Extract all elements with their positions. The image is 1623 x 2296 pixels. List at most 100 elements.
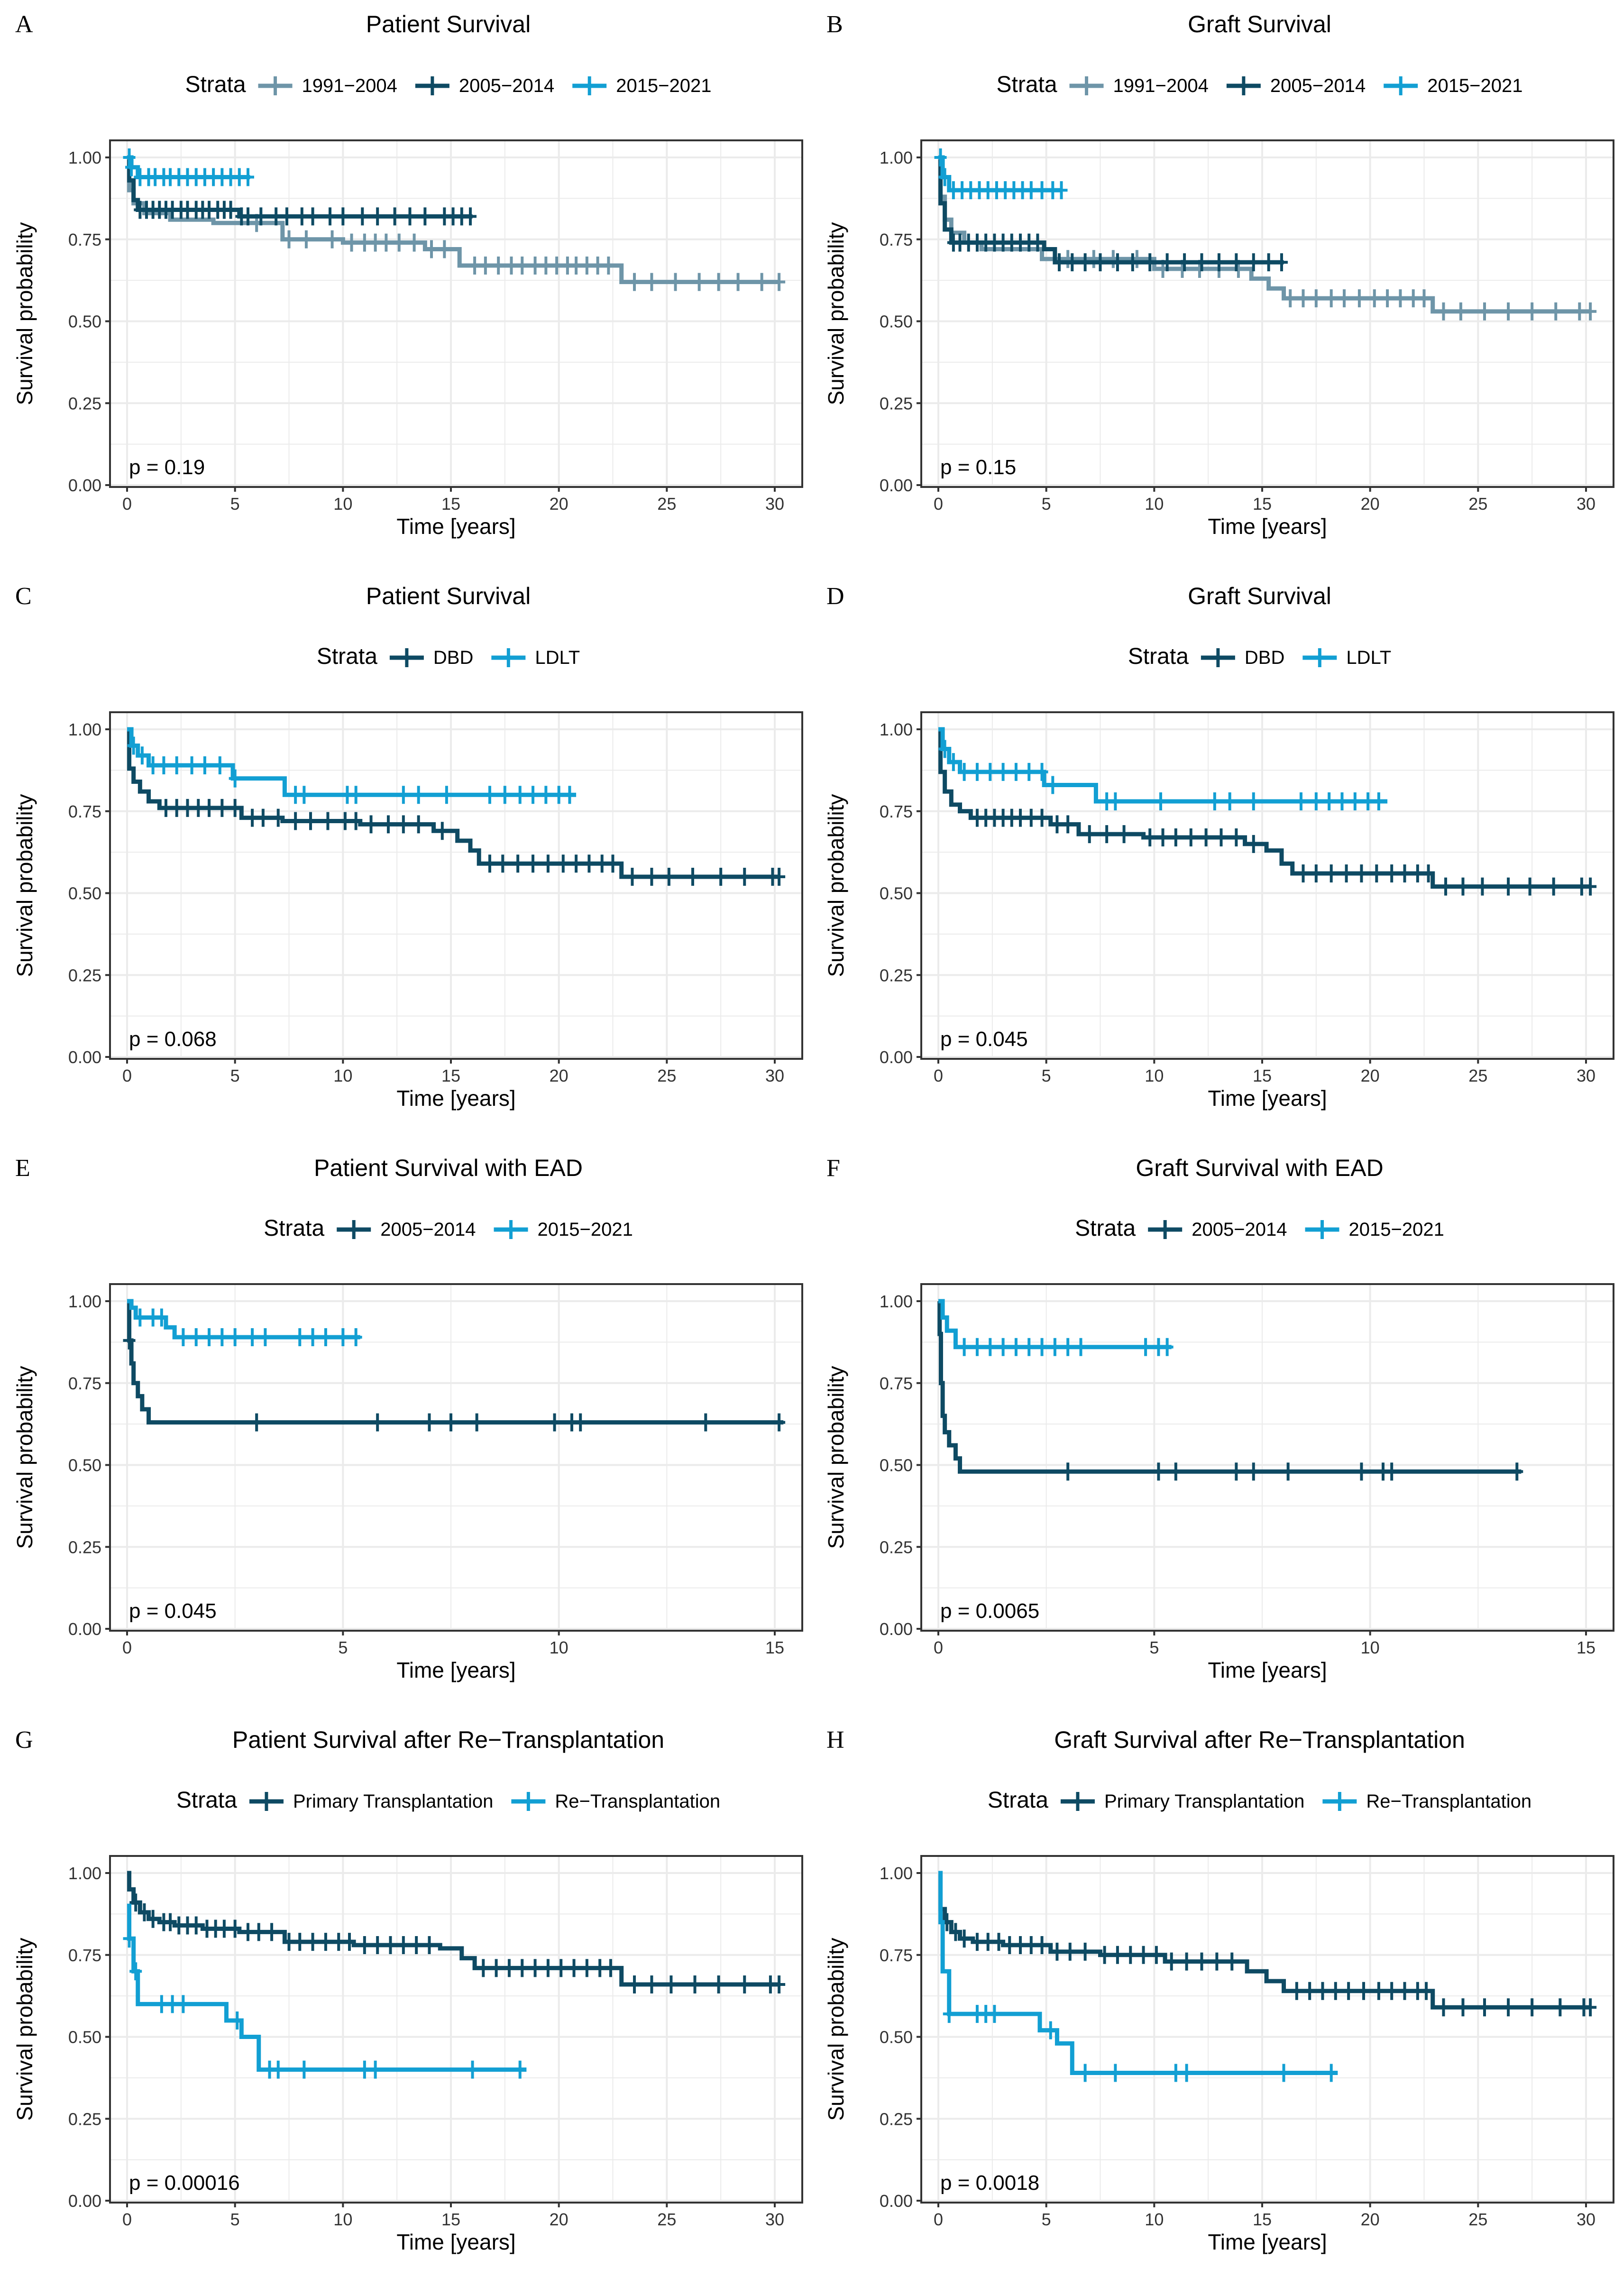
grid [110,1856,802,2203]
censor-mark [541,1959,554,1977]
censor-mark [1014,1936,1027,1955]
x-tick-label: 0 [934,2210,943,2229]
censor-mark [298,2060,311,2079]
x-tick-label: 25 [1468,2210,1487,2229]
legend: Strata Primary Transplantation Re−Transpla… [176,1788,720,1813]
legend-label: 2005−2014 [1270,75,1366,96]
censor-mark [241,1923,254,1941]
censor-mark [628,1975,641,1993]
plot-frame [920,711,1614,1060]
x-tick-label: 0 [934,1638,943,1657]
x-tick-label: 25 [657,494,676,514]
y-tick-label: 1.00 [880,720,913,739]
censor-mark [1083,825,1096,844]
legend-label: 2015−2021 [538,1219,633,1240]
censor-mark [958,762,971,781]
censor-mark [440,786,453,804]
censor-mark [1584,1998,1597,2017]
x-tick-label: 10 [333,2210,352,2229]
censor-mark [1370,864,1383,883]
censor-mark [479,257,492,275]
x-tick-label: 5 [1042,1066,1051,1085]
p-value: p = 0.00016 [129,2171,240,2195]
x-axis-title: Time [years] [396,2230,515,2254]
censor-mark [436,822,449,840]
y-tick-label: 0.25 [68,965,101,985]
censor-mark [298,786,311,804]
censor-mark [1161,253,1174,272]
x-tick-label: 0 [122,1638,132,1657]
censor-mark [412,815,425,834]
censor-mark [304,812,317,830]
censor-mark [699,1413,712,1432]
x-tick-label: 0 [934,494,943,514]
censor-mark [170,799,183,817]
legend-item: Primary Transplantation [1060,1791,1304,1812]
censor-mark [1094,253,1107,272]
censor-mark [1051,815,1064,834]
legend-title: Strata [996,72,1057,97]
censor-mark [1111,1946,1124,1964]
censor-mark [1169,828,1182,847]
censor-mark [1064,1942,1076,1961]
censor-mark [492,257,505,275]
censor-mark [371,1936,384,1955]
legend-title: Strata [1128,644,1189,669]
censor-mark [1161,1338,1174,1356]
censor-mark [1036,808,1048,827]
legend-item: DBD [1201,647,1284,668]
censor-mark [527,854,540,873]
censor-mark [1165,1952,1178,1971]
censor-mark [1411,864,1424,883]
legend-item: Re−Transplantation [511,1791,720,1812]
series [938,1871,1338,2082]
censor-mark [1368,289,1381,308]
censor-mark [662,867,675,886]
censor-mark [1118,825,1130,844]
legend-label: 2015−2021 [1427,75,1522,96]
censor-mark [270,207,283,226]
x-tick-label: 5 [338,1638,348,1657]
censor-mark [326,230,339,248]
censor-mark [570,854,583,873]
y-tick-label: 0.75 [880,230,913,249]
panel-d: D Graft Survival Strata DBD LDLT 0.00 0.25 0.50… [824,583,1614,1111]
censor-mark [1325,864,1338,883]
censor-mark [596,854,608,873]
censor-mark [272,808,284,827]
censor-mark [306,1933,319,1951]
censor-mark [1554,1998,1567,2017]
legend-label: Primary Transplantation [293,1791,493,1812]
censor-mark [371,207,384,226]
censor-mark [1208,792,1221,811]
legend-item: 1991−2004 [1069,75,1209,96]
y-tick-label: 0.75 [68,802,101,821]
legend-item: 2015−2021 [572,75,712,96]
y-tick-label: 0.50 [68,312,101,331]
censor-mark [938,168,951,186]
censor-mark [513,786,526,804]
y-axis-title: Survival probability [824,1938,848,2121]
censor-mark [1169,2064,1182,2082]
panel-title: Graft Survival after Re−Transplantation [1054,1727,1465,1753]
series [938,158,1288,272]
x-tick-label: 25 [1468,1066,1487,1085]
censor-mark [388,207,401,226]
x-tick-label: 15 [441,2210,460,2229]
censor-mark [1348,792,1361,811]
censor-mark [1036,1936,1048,1955]
x-tick-label: 15 [1253,494,1272,514]
censor-mark [255,207,267,226]
x-tick-label: 10 [550,1638,569,1657]
y-tick-label: 0.00 [880,476,913,495]
legend-title: Strata [264,1216,324,1241]
censor-mark [134,1308,147,1327]
censor-mark [1437,302,1450,321]
censor-mark [1357,1982,1370,2000]
x-tick-label: 5 [1042,494,1051,514]
censor-mark [438,240,451,258]
censor-mark [147,1910,159,1928]
censor-mark [1277,2064,1290,2082]
x-axis-title: Time [years] [1208,1658,1327,1682]
censor-mark [583,854,596,873]
